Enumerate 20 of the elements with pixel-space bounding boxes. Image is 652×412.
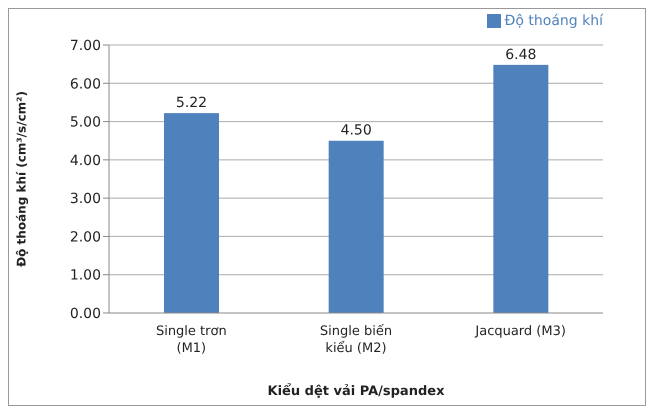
data-label: 6.48: [505, 46, 536, 63]
x-tick-label: Jacquard (M3): [474, 324, 566, 339]
y-tick-label: 7.00: [70, 38, 101, 54]
data-label: 5.22: [176, 95, 208, 112]
y-tick-label: 3.00: [70, 191, 101, 208]
data-label: 4.50: [340, 122, 372, 139]
y-tick-label: 0.00: [70, 306, 101, 322]
bar: [164, 113, 219, 313]
legend-label: Độ thoáng khí: [504, 13, 603, 29]
x-tick-label: Single biến kiểu (M2): [320, 324, 392, 356]
y-tick-label: 5.00: [70, 114, 101, 131]
y-tick-label: 2.00: [70, 229, 101, 246]
x-tick-label: Single trơn (M1): [156, 324, 227, 356]
bar: [493, 64, 548, 313]
bar: [328, 140, 384, 313]
y-tick-label: 6.00: [70, 76, 101, 92]
y-axis-title: Độ thoáng khí (cm³/s/cm²): [14, 91, 28, 267]
y-tick-label: 4.00: [70, 152, 101, 169]
y-tick-label: 1.00: [70, 268, 101, 284]
x-axis-title: Kiểu dệt vải PA/spandex: [268, 383, 446, 399]
